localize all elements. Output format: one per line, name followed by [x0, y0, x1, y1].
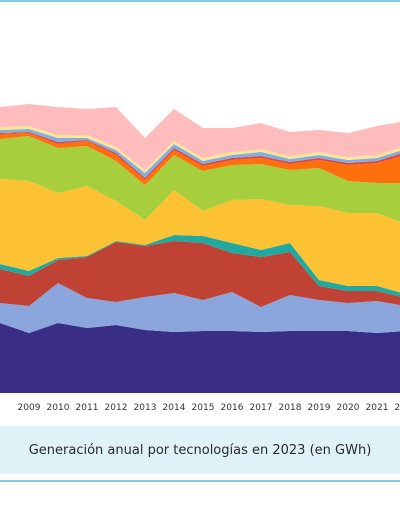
- x-tick-label: 2021: [366, 403, 389, 413]
- x-tick-label: 2019: [308, 403, 331, 413]
- frame-top-line: [0, 0, 400, 2]
- area-series-10: [0, 126, 400, 173]
- chart-caption: Generación anual por tecnologías en 2023…: [28, 442, 372, 458]
- x-tick-label: 2016: [221, 403, 244, 413]
- area-series-8: [0, 132, 400, 180]
- x-tick-label: 2017: [250, 403, 273, 413]
- x-tick-label: 2015: [192, 403, 215, 413]
- area-series-6: [0, 136, 400, 222]
- x-tick-label: 2014: [163, 403, 186, 413]
- x-tick-label: 2018: [279, 403, 302, 413]
- area-series-11: [0, 104, 400, 170]
- area-series-5: [0, 179, 400, 293]
- x-tick-label: 2009: [18, 403, 41, 413]
- x-axis-ticks: 2009 2010 2011 2012 2013 2014 2015 2016 2017 2018…: [18, 403, 400, 413]
- x-tick-label: 2013: [134, 403, 157, 413]
- area-series-1: [0, 323, 400, 393]
- x-tick-label: 2011: [76, 403, 99, 413]
- x-tick-label: 2022: [395, 403, 400, 413]
- area-series-2: [0, 283, 400, 333]
- x-tick-label: 2020: [337, 403, 360, 413]
- area-series-9: [0, 129, 400, 178]
- area-series-4: [0, 235, 400, 297]
- caption-bar: Generación anual por tecnologías en 2023…: [0, 426, 400, 474]
- x-tick-label: 2010: [47, 403, 70, 413]
- area-series-3: [0, 241, 400, 307]
- x-tick-label: 2012: [105, 403, 128, 413]
- area-layers: [0, 104, 400, 393]
- frame-bottom-line: [0, 480, 400, 482]
- stacked-area-chart: 2009 2010 2011 2012 2013 2014 2015 2016 2017 2018…: [0, 104, 400, 413]
- area-series-7: [0, 133, 400, 185]
